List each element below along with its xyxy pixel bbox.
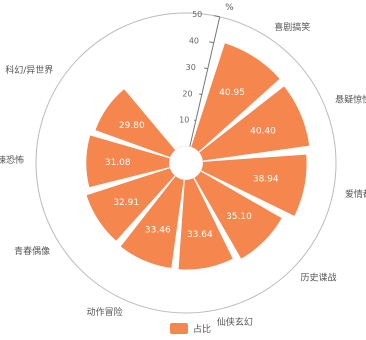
radial-tick-label-2: 30 [186,63,196,72]
value-label-8: 29.80 [119,121,145,131]
value-label-2: 38.94 [253,174,279,184]
bar-4[interactable] [178,178,233,270]
category-label-4: 仙侠玄幻 [217,316,253,328]
category-label-7: 惊悚恐怖 [0,154,24,166]
legend-label: 占比 [193,325,212,335]
legend[interactable]: 占比 [170,322,211,335]
radial-tick-2 [204,67,208,70]
radial-tick-label-3: 40 [189,37,199,46]
bar-5[interactable] [120,176,184,268]
category-label-3: 历史谍战 [301,272,337,284]
radial-tick-4 [214,15,220,18]
value-label-6: 32.91 [113,198,139,208]
radial-tick-1 [199,93,202,96]
radial-axis-line [189,16,221,147]
outer-ring [35,12,337,314]
radial-tick-label-1: 20 [182,89,192,98]
value-label-1: 40.40 [250,126,276,136]
bar-1[interactable] [199,86,310,161]
radial-unit-label: % [225,3,234,13]
bar-0[interactable] [191,43,280,152]
category-label-6: 青春偶像 [14,245,50,257]
value-label-4: 33.64 [187,230,213,240]
bar-7[interactable] [86,135,170,188]
category-label-1: 悬疑惊悚 [335,94,366,106]
bar-2[interactable] [201,154,307,216]
bar-6[interactable] [86,168,175,241]
radial-tick-3 [209,41,214,44]
bar-8[interactable] [95,89,176,158]
radial-tick-label-0: 10 [179,116,189,125]
legend-swatch [170,323,188,334]
category-label-2: 爱情都市 [345,188,366,200]
category-label-0: 喜剧搞笑 [274,21,310,33]
bar-3[interactable] [194,171,282,259]
category-label-5: 动作冒险 [87,306,123,318]
value-label-7: 31.08 [105,158,131,168]
inner-ring [168,145,204,181]
value-label-3: 35.10 [226,212,252,222]
value-label-5: 33.46 [145,225,171,235]
radial-tick-label-4: 50 [192,10,202,19]
value-label-0: 40.95 [219,88,245,98]
category-label-8: 科幻/异世界 [5,64,53,76]
